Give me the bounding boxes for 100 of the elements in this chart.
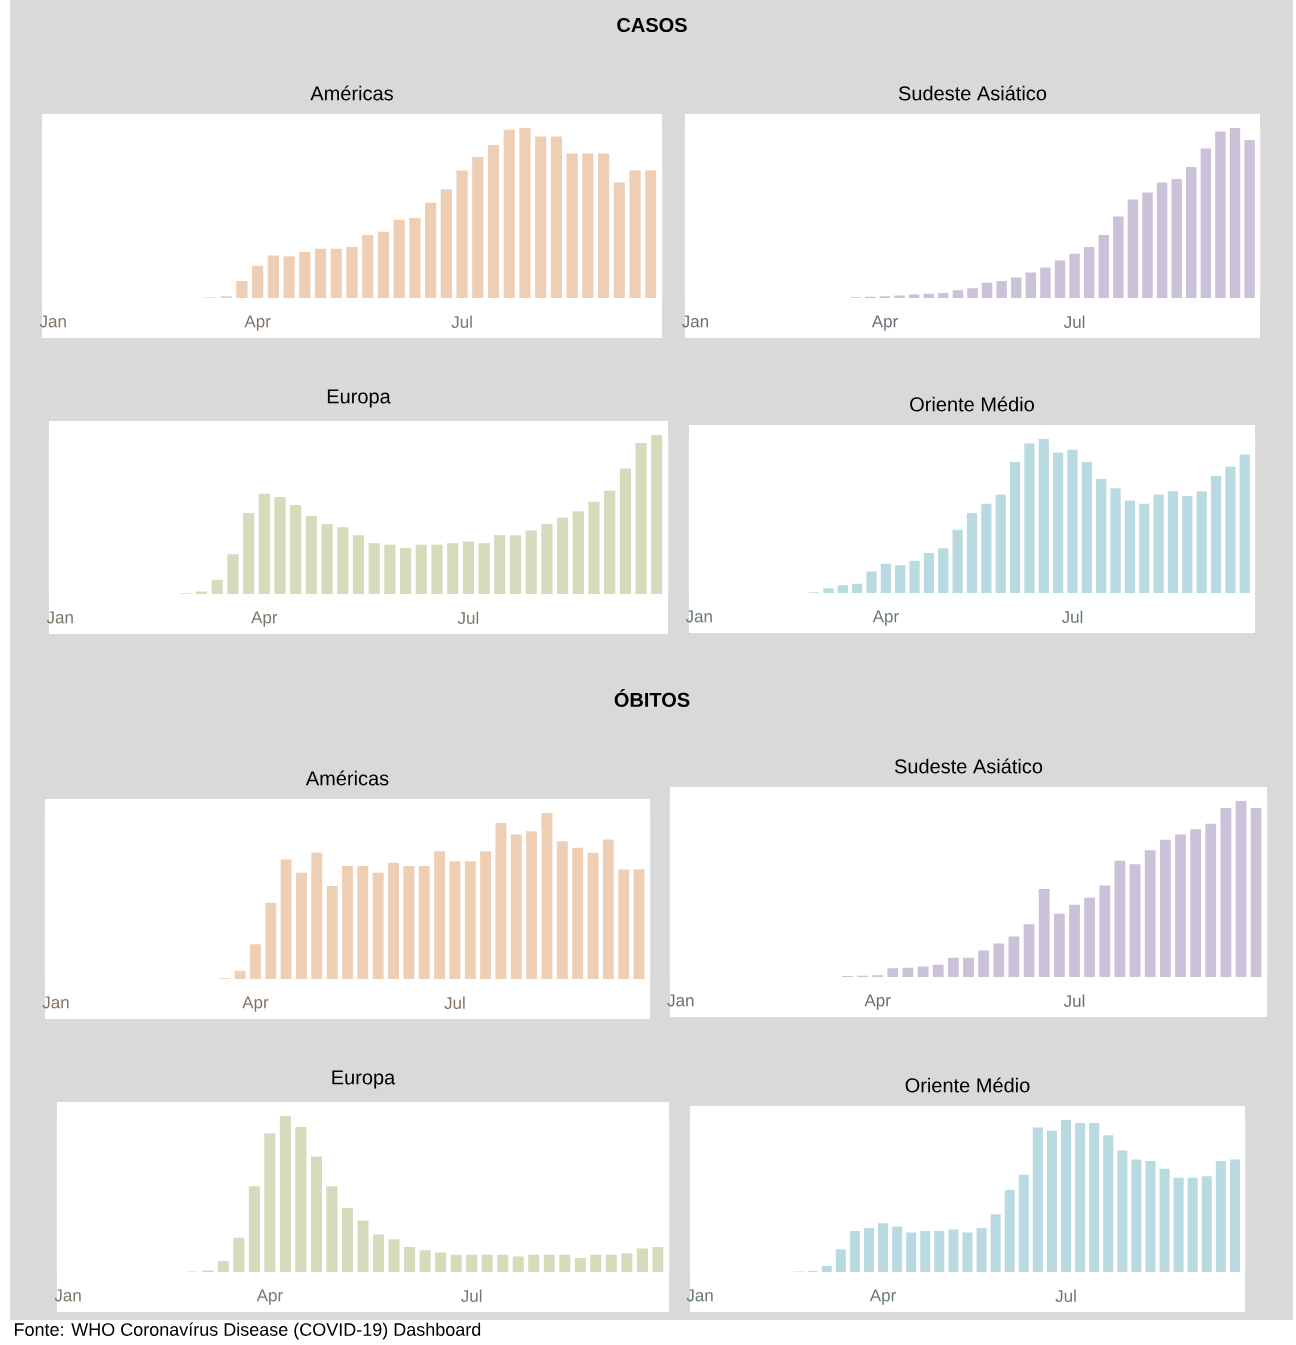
- bar: [372, 872, 384, 979]
- bar: [211, 579, 223, 594]
- bar: [388, 1239, 400, 1272]
- bar: [314, 248, 327, 298]
- bar: [556, 841, 568, 979]
- bar: [418, 866, 430, 979]
- bar: [976, 1227, 987, 1272]
- bar: [1175, 834, 1186, 977]
- bar: [1235, 800, 1247, 977]
- bar: [252, 265, 264, 298]
- bar: [1229, 127, 1241, 298]
- chart-title: Sudeste Asiático: [894, 758, 1043, 774]
- bar: [227, 554, 239, 594]
- bar: [449, 861, 461, 979]
- bar: [1182, 495, 1193, 593]
- bar: [265, 902, 277, 979]
- bar: [1171, 178, 1182, 298]
- bar: [966, 512, 978, 593]
- bar: [619, 468, 631, 594]
- bar: [962, 1232, 973, 1272]
- bar: [509, 535, 522, 594]
- bar: [264, 1133, 276, 1272]
- x-tick-label: Jul: [1055, 1289, 1076, 1303]
- x-tick-label: Apr: [869, 1289, 896, 1305]
- bar: [310, 1156, 322, 1272]
- bar: [447, 543, 459, 594]
- bar: [629, 170, 641, 298]
- bar: [996, 280, 1007, 298]
- bar: [1145, 1161, 1156, 1272]
- bar: [1099, 885, 1111, 977]
- bar: [377, 231, 390, 298]
- bar: [384, 544, 396, 594]
- bar: [526, 831, 538, 979]
- bar: [1159, 1168, 1170, 1272]
- x-tick-label: Apr: [242, 996, 269, 1012]
- bar: [887, 968, 899, 977]
- x-tick-label: Jul: [1063, 994, 1085, 1008]
- bar: [243, 512, 255, 594]
- bar: [1153, 494, 1164, 593]
- bar: [952, 529, 963, 593]
- bar: [368, 543, 380, 594]
- bar: [587, 852, 599, 979]
- bar: [1011, 277, 1022, 298]
- bar: [495, 822, 507, 979]
- bar: [415, 544, 427, 594]
- bar: [572, 847, 584, 979]
- bar: [651, 434, 663, 594]
- bar: [1113, 216, 1124, 298]
- bar: [880, 563, 891, 593]
- bar: [425, 202, 437, 298]
- bar: [472, 156, 484, 298]
- x-tick-label: Jul: [444, 996, 465, 1010]
- bar: [1110, 488, 1121, 593]
- bar: [1009, 462, 1021, 593]
- bar: [1225, 466, 1236, 593]
- bar: [605, 1254, 617, 1272]
- bar: [352, 535, 365, 594]
- bar: [1205, 823, 1217, 977]
- bar: [613, 182, 625, 298]
- bar: [934, 1230, 945, 1272]
- bar: [981, 503, 992, 593]
- bar: [1187, 1177, 1198, 1272]
- x-tick-label: Jan: [42, 996, 69, 1009]
- chart-title: Oriente Médio: [905, 1077, 1030, 1093]
- bar: [1196, 491, 1207, 593]
- bar: [330, 248, 342, 298]
- bar: [249, 944, 261, 979]
- bar: [1156, 182, 1168, 298]
- bar: [1053, 452, 1064, 593]
- bar: [341, 1208, 354, 1272]
- bar: [948, 1229, 959, 1272]
- bar: [535, 136, 547, 298]
- bar: [1054, 260, 1066, 298]
- bar: [419, 1250, 431, 1272]
- bar: [1220, 808, 1232, 977]
- bar: [248, 1186, 260, 1272]
- bar: [236, 280, 248, 298]
- bar: [1038, 439, 1049, 593]
- bar: [497, 1254, 509, 1272]
- bar: [299, 252, 311, 298]
- bar: [597, 153, 610, 298]
- bar: [1067, 449, 1078, 593]
- bar: [1069, 904, 1080, 977]
- bar: [541, 524, 553, 594]
- bar: [393, 219, 405, 298]
- bar: [1103, 1135, 1114, 1272]
- bar: [510, 834, 522, 979]
- bar: [559, 1254, 571, 1272]
- bar: [466, 1254, 478, 1272]
- bar: [1114, 860, 1126, 977]
- x-tick-label: Jul: [1063, 315, 1085, 329]
- bar: [372, 1234, 385, 1272]
- bar: [1142, 192, 1153, 298]
- bar: [821, 1265, 832, 1272]
- chart-subtitle: CASOS: [617, 17, 687, 33]
- bar: [217, 1261, 229, 1272]
- bar: [618, 869, 630, 979]
- chart-title: Américas: [305, 770, 389, 786]
- bar: [993, 943, 1005, 977]
- bar: [967, 288, 978, 298]
